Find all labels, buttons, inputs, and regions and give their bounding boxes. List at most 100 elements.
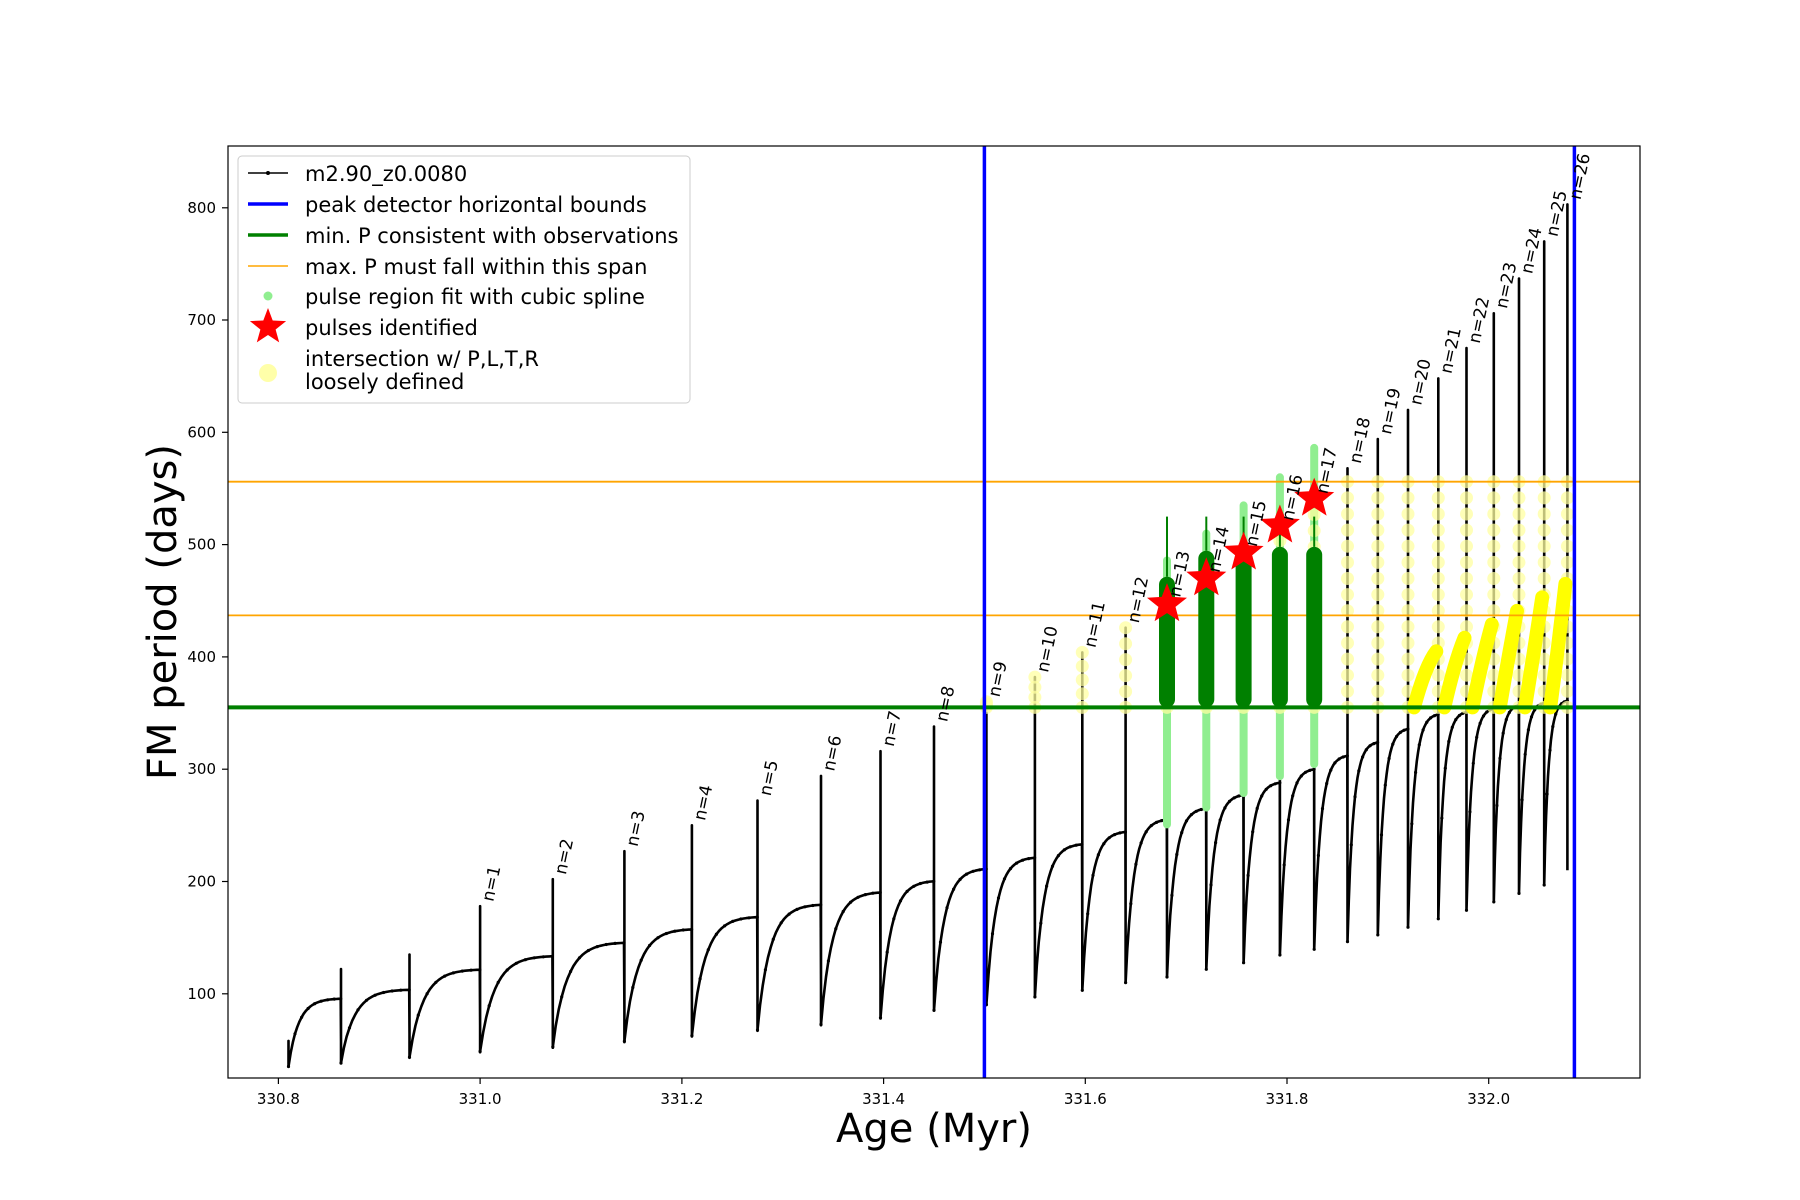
track-point bbox=[841, 909, 845, 914]
loose-point bbox=[1371, 555, 1385, 569]
track-point bbox=[1050, 864, 1055, 868]
track-point bbox=[1548, 748, 1552, 752]
track-point bbox=[771, 937, 775, 941]
track-point bbox=[1471, 761, 1475, 765]
loose-point bbox=[1341, 523, 1354, 537]
y-axis: 100 200 300 400 500 600 700 800 bbox=[187, 199, 228, 1003]
loose-point bbox=[1401, 507, 1415, 521]
track-point bbox=[1033, 856, 1037, 860]
loose-point bbox=[1537, 523, 1551, 537]
loose-curve bbox=[1465, 617, 1499, 715]
loose-point bbox=[1487, 539, 1501, 553]
loose-point bbox=[1401, 636, 1415, 650]
track-point bbox=[1160, 819, 1164, 823]
track-point bbox=[706, 948, 710, 952]
track-point bbox=[604, 942, 608, 947]
track-point bbox=[1345, 754, 1349, 758]
legend-entry-min-p: min. P consistent with observations bbox=[248, 224, 678, 248]
track-point bbox=[1554, 712, 1558, 716]
track-point bbox=[1165, 975, 1169, 979]
loose-point bbox=[1371, 588, 1385, 602]
track-point bbox=[1291, 794, 1295, 798]
legend-entry-loose: intersection w/ P,L,T,R loosely defined bbox=[259, 347, 539, 394]
track-point bbox=[1129, 902, 1133, 906]
track-point bbox=[1096, 853, 1100, 857]
track-point bbox=[1481, 714, 1486, 718]
track-point bbox=[811, 903, 815, 908]
track-point bbox=[487, 1004, 491, 1008]
track-point bbox=[1406, 925, 1410, 929]
track-point bbox=[496, 980, 500, 985]
track-point bbox=[1501, 731, 1505, 735]
track-point bbox=[319, 999, 323, 1003]
track-point bbox=[664, 931, 669, 936]
loose-point bbox=[1487, 491, 1501, 505]
track-point bbox=[1432, 714, 1436, 718]
track-point bbox=[1551, 725, 1555, 729]
track-point bbox=[714, 932, 719, 936]
track-point bbox=[1357, 769, 1361, 773]
loose-point bbox=[1119, 621, 1133, 635]
loose-point bbox=[1537, 572, 1551, 585]
track-point bbox=[541, 955, 546, 959]
track-point bbox=[1175, 852, 1179, 857]
track-point bbox=[1299, 774, 1303, 778]
pulse-star bbox=[1223, 531, 1264, 570]
loose-point bbox=[1028, 690, 1042, 704]
track-point bbox=[1529, 715, 1534, 719]
fit-region bbox=[1271, 546, 1288, 708]
track-point bbox=[425, 992, 429, 996]
y-tick-label: 200 bbox=[187, 873, 216, 891]
loose-curve bbox=[1437, 630, 1472, 715]
track-point bbox=[739, 917, 743, 921]
loose-point bbox=[1371, 604, 1385, 618]
x-axis-label: Age (Myr) bbox=[836, 1106, 1032, 1152]
track-point bbox=[514, 961, 518, 965]
loose-point bbox=[1560, 684, 1574, 698]
track-point bbox=[1410, 822, 1414, 826]
track-point bbox=[1227, 799, 1232, 804]
track-point bbox=[1429, 716, 1433, 720]
track-point bbox=[958, 877, 962, 882]
loose-point bbox=[1341, 588, 1354, 602]
track-point bbox=[1526, 728, 1530, 732]
track-point bbox=[1353, 795, 1357, 799]
track-point bbox=[1237, 794, 1241, 798]
track-point bbox=[878, 890, 882, 895]
pulse-star bbox=[1186, 557, 1227, 596]
x-axis: 330.8 331.0 331.2 331.4 331.6 331.8 332.0 bbox=[257, 1078, 1510, 1108]
track-point bbox=[952, 887, 956, 891]
loose-point bbox=[1487, 604, 1501, 618]
loose-point bbox=[1431, 620, 1445, 634]
track-point bbox=[469, 968, 473, 972]
loose-point bbox=[1028, 670, 1042, 684]
track-point bbox=[1414, 770, 1418, 775]
track-point bbox=[1440, 816, 1444, 820]
track-point bbox=[478, 968, 482, 972]
loose-point bbox=[1487, 588, 1501, 602]
legend-entry-track: m2.90_z0.0080 bbox=[248, 162, 467, 187]
loose-point bbox=[1537, 652, 1551, 666]
loose-point bbox=[1119, 653, 1133, 667]
track-point bbox=[1443, 766, 1447, 770]
track-point bbox=[1068, 845, 1072, 849]
track-point bbox=[1376, 740, 1380, 745]
track-point bbox=[819, 903, 823, 907]
loose-point bbox=[1537, 555, 1551, 569]
loose-point bbox=[1431, 539, 1445, 553]
loose-point bbox=[1431, 507, 1445, 521]
loose-point bbox=[1341, 572, 1354, 585]
plot-area: n=1n=2n=3n=4n=5n=6n=7n=8n=9n=10 n=11 n=12n… bbox=[228, 146, 1640, 1078]
loose-point bbox=[1371, 572, 1385, 585]
track-point bbox=[1495, 803, 1499, 808]
track-point bbox=[925, 880, 929, 884]
track-point bbox=[803, 905, 807, 909]
track-point bbox=[863, 893, 868, 897]
track-point bbox=[1468, 810, 1472, 814]
x-tick-label: 331.6 bbox=[1064, 1090, 1107, 1108]
x-tick-label: 332.0 bbox=[1467, 1090, 1510, 1108]
loose-point bbox=[1560, 668, 1574, 682]
loose-curve bbox=[1518, 590, 1550, 715]
fit-region bbox=[1235, 546, 1252, 708]
track-point bbox=[856, 895, 860, 899]
